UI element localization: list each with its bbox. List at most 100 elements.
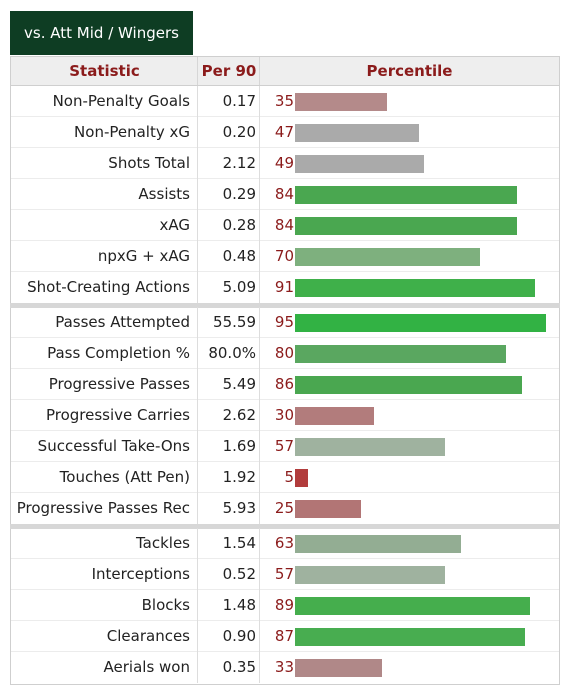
stat-name: Non-Penalty xG: [74, 123, 190, 141]
percentile-value: 35: [274, 92, 294, 110]
row-divider: [11, 147, 559, 148]
percentile-value: 57: [274, 565, 294, 583]
stat-name: Assists: [138, 185, 190, 203]
per90-value: 2.12: [222, 154, 256, 172]
percentile-bar: [295, 407, 374, 425]
table-row: Tackles 1.54 63: [11, 528, 559, 559]
per90-value: 5.93: [222, 499, 256, 517]
tab-vs-att-mid-wingers[interactable]: vs. Att Mid / Wingers: [10, 11, 193, 55]
header-per90: Per 90: [201, 62, 257, 80]
table-row: Successful Take-Ons 1.69 57: [11, 431, 559, 462]
table-row: Blocks 1.48 89: [11, 590, 559, 621]
stat-name: Touches (Att Pen): [59, 468, 190, 486]
per90-value: 1.48: [222, 596, 256, 614]
table-row: Non-Penalty xG 0.20 47: [11, 117, 559, 148]
per90-value: 5.49: [222, 375, 256, 393]
column-divider: [197, 307, 198, 524]
percentile-value: 25: [274, 499, 294, 517]
percentile-value: 57: [274, 437, 294, 455]
percentile-bar: [295, 376, 522, 394]
percentile-value: 30: [274, 406, 294, 424]
per90-value: 2.62: [222, 406, 256, 424]
per90-value: 0.17: [222, 92, 256, 110]
percentile-value: 47: [274, 123, 294, 141]
stat-name: Blocks: [141, 596, 190, 614]
header-column-divider: [259, 57, 260, 85]
table-header: Statistic Per 90 Percentile: [10, 56, 560, 86]
percentile-bar: [295, 186, 517, 204]
percentile-value: 84: [274, 216, 294, 234]
percentile-value: 84: [274, 185, 294, 203]
percentile-value: 87: [274, 627, 294, 645]
column-divider: [259, 528, 260, 683]
table-row: Pass Completion % 80.0% 80: [11, 338, 559, 369]
stat-name: Progressive Passes Rec: [16, 499, 190, 517]
percentile-value: 86: [274, 375, 294, 393]
row-divider: [11, 589, 559, 590]
header-column-divider: [197, 57, 198, 85]
stat-name: Passes Attempted: [55, 313, 190, 331]
column-divider: [197, 528, 198, 683]
row-divider: [11, 620, 559, 621]
stat-name: Progressive Passes: [48, 375, 190, 393]
percentile-bar: [295, 500, 361, 518]
percentile-bar: [295, 438, 445, 456]
row-divider: [11, 209, 559, 210]
table-row: Progressive Passes 5.49 86: [11, 369, 559, 400]
stat-name: Interceptions: [91, 565, 190, 583]
row-divider: [11, 461, 559, 462]
per90-value: 0.29: [222, 185, 256, 203]
section-separator: [10, 303, 560, 308]
percentile-bar: [295, 124, 419, 142]
row-divider: [11, 399, 559, 400]
table-row: Aerials won 0.35 33: [11, 652, 559, 683]
row-divider: [11, 116, 559, 117]
row-divider: [11, 430, 559, 431]
stat-name: Tackles: [135, 534, 190, 552]
per90-value: 1.92: [222, 468, 256, 486]
percentile-value: 49: [274, 154, 294, 172]
percentile-bar: [295, 248, 480, 266]
row-divider: [11, 492, 559, 493]
per90-value: 0.90: [222, 627, 256, 645]
percentile-bar: [295, 597, 530, 615]
section-separator: [10, 524, 560, 529]
percentile-bar: [295, 93, 387, 111]
table-row: npxG + xAG 0.48 70: [11, 241, 559, 272]
percentile-bar: [295, 345, 506, 363]
percentile-value: 95: [274, 313, 294, 331]
table-row: Shots Total 2.12 49: [11, 148, 559, 179]
per90-value: 1.54: [222, 534, 256, 552]
percentile-value: 5: [284, 468, 294, 486]
table-row: Interceptions 0.52 57: [11, 559, 559, 590]
percentile-bar: [295, 279, 535, 297]
percentile-bar: [295, 155, 424, 173]
stat-name: Progressive Carries: [45, 406, 190, 424]
percentile-bar: [295, 659, 382, 677]
percentile-bar: [295, 469, 308, 487]
percentile-bar: [295, 217, 517, 235]
per90-value: 5.09: [222, 278, 256, 296]
stat-name: Clearances: [106, 627, 190, 645]
percentile-value: 91: [274, 278, 294, 296]
stat-name: Successful Take-Ons: [37, 437, 190, 455]
per90-value: 0.20: [222, 123, 256, 141]
table-row: Progressive Carries 2.62 30: [11, 400, 559, 431]
stat-name: xAG: [159, 216, 191, 234]
per90-value: 0.48: [222, 247, 256, 265]
column-divider: [259, 86, 260, 303]
per90-value: 1.69: [222, 437, 256, 455]
row-divider: [11, 651, 559, 652]
per90-value: 0.35: [222, 658, 256, 676]
per90-value: 55.59: [213, 313, 256, 331]
table-row: Passes Attempted 55.59 95: [11, 307, 559, 338]
percentile-bar: [295, 314, 546, 332]
row-divider: [11, 271, 559, 272]
table-row: Non-Penalty Goals 0.17 35: [11, 86, 559, 117]
percentile-value: 33: [274, 658, 294, 676]
percentile-value: 63: [274, 534, 294, 552]
per90-value: 0.28: [222, 216, 256, 234]
table-row: Progressive Passes Rec 5.93 25: [11, 493, 559, 524]
percentile-value: 80: [274, 344, 294, 362]
table-row: xAG 0.28 84: [11, 210, 559, 241]
